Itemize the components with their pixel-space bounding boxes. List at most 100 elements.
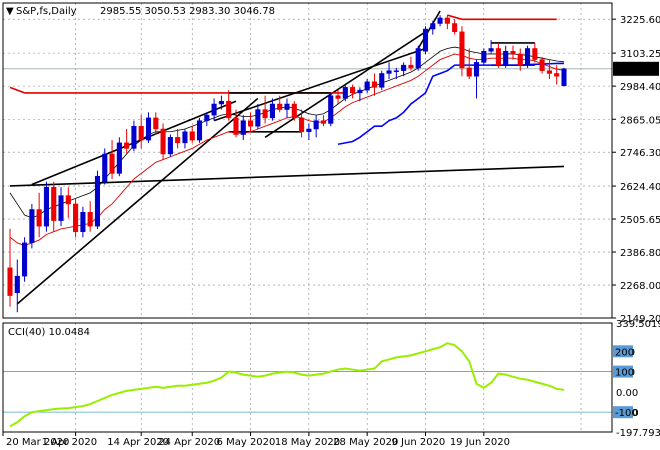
candle-body: [320, 120, 326, 124]
candle: [109, 140, 115, 179]
candle: [408, 56, 414, 71]
candle: [422, 26, 429, 55]
candle-body: [277, 103, 283, 110]
price-tick-label: 2268.00: [620, 281, 660, 292]
candle-body: [291, 103, 297, 119]
candle: [386, 62, 392, 80]
price-tick-label: 2984.40: [620, 82, 660, 93]
candle-body: [422, 28, 429, 52]
ohlc-values: 2985.55 3050.53 2983.30 3046.78: [100, 6, 275, 17]
candle-body: [364, 81, 370, 91]
candle: [240, 115, 246, 141]
candle: [204, 112, 210, 127]
candle-body: [459, 31, 465, 69]
candle-body: [430, 23, 436, 30]
horizontal-level-line: [9, 86, 25, 94]
candle-body: [481, 51, 487, 63]
candle-body: [525, 48, 531, 66]
price-tick-label: 3103.25: [620, 49, 660, 60]
candle: [444, 15, 450, 30]
candle-body: [255, 109, 261, 127]
candle: [14, 259, 20, 313]
candle: [335, 90, 341, 105]
candle-body: [138, 125, 144, 141]
candle-body: [561, 68, 567, 87]
candle: [401, 62, 407, 77]
ma-long-line: [337, 62, 564, 146]
cci-pane-frame: [2, 322, 613, 433]
candle-body: [393, 70, 399, 72]
candle-body: [58, 195, 64, 221]
price-tick-label: 2505.65: [620, 215, 660, 226]
candle: [182, 128, 188, 149]
candle-body: [539, 59, 545, 71]
candle: [342, 84, 348, 102]
cci-level-tag: [613, 345, 633, 358]
candle-body: [153, 117, 159, 130]
current-price-tag: [613, 61, 659, 76]
candle-body: [306, 128, 312, 133]
candle: [175, 128, 181, 149]
candle: [51, 181, 57, 232]
candle: [131, 120, 137, 152]
candle: [7, 228, 13, 307]
candle-body: [495, 48, 501, 66]
candle: [459, 26, 465, 77]
candle: [554, 65, 560, 85]
candle: [299, 109, 305, 138]
candle-body: [415, 48, 421, 69]
candle-body: [299, 117, 305, 133]
header-arrow-icon[interactable]: ▼: [6, 6, 14, 17]
candle: [350, 84, 356, 99]
candle: [65, 187, 71, 218]
candle-body: [546, 70, 552, 74]
candle-body: [488, 48, 494, 52]
candle-body: [444, 17, 450, 24]
candle-body: [7, 267, 13, 296]
candle: [43, 181, 49, 232]
candle-body: [204, 114, 210, 121]
cci-level-tag-label: 200: [615, 347, 634, 358]
candle: [371, 73, 378, 96]
date-tick-label: 19 Jun 2020: [450, 437, 510, 448]
cci-tick-label: -197.7936: [616, 428, 660, 439]
candle: [437, 15, 443, 27]
candle-body: [503, 51, 509, 66]
candle: [532, 42, 538, 63]
candle: [87, 201, 93, 232]
candle-body: [43, 187, 49, 227]
price-tick-label: 2624.40: [620, 182, 660, 193]
candle: [525, 45, 531, 68]
candle-body: [379, 73, 385, 88]
candle: [503, 45, 509, 68]
cci-label: CCI(40) 10.0484: [8, 327, 90, 338]
candle: [196, 117, 203, 143]
candle-body: [36, 209, 42, 227]
candle: [320, 115, 326, 127]
candle-body: [371, 81, 378, 88]
candle: [546, 59, 552, 80]
candle-body: [284, 103, 290, 110]
trendline: [213, 47, 426, 122]
candle: [211, 98, 217, 121]
candle: [102, 148, 108, 185]
current-price-label: 3046.78: [616, 65, 657, 76]
candle: [29, 203, 35, 249]
date-tick-label: 14 Apr 2020: [107, 437, 169, 448]
candle-body: [116, 142, 122, 174]
candle: [36, 192, 42, 238]
candle-body: [473, 62, 480, 77]
cci-level-tag: [613, 365, 633, 378]
candle: [488, 40, 494, 55]
candle-body: [22, 242, 28, 277]
date-tick-label: 9 Jun 2020: [392, 437, 446, 448]
candle: [218, 95, 224, 110]
candle: [481, 48, 487, 66]
date-tick-label: 24 Apr 2020: [158, 437, 220, 448]
price-tick-label: 2865.05: [620, 115, 660, 126]
candle-body: [189, 131, 195, 141]
candle-body: [262, 109, 268, 119]
symbol-label: S&P,fs,Daily: [16, 6, 77, 17]
candle: [313, 115, 319, 138]
